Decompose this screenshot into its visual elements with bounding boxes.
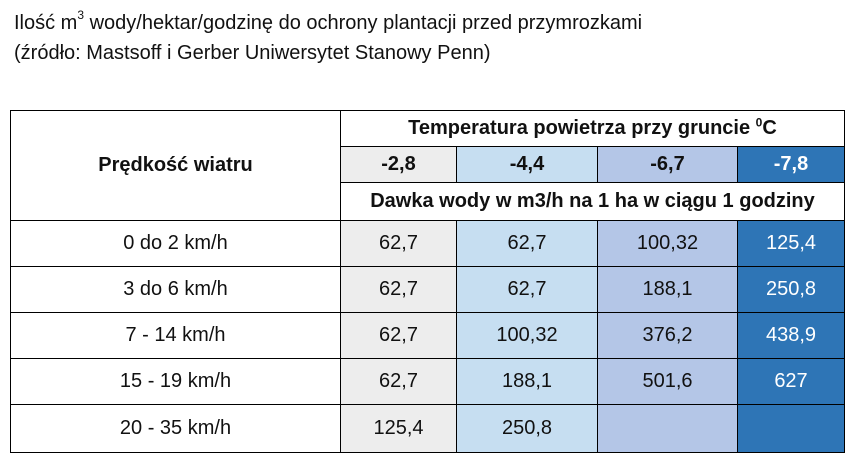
dose-cell: 62,7 (456, 220, 598, 267)
wind-speed-cell: 15 - 19 km/h (10, 358, 341, 405)
dose-cell: 250,8 (456, 404, 598, 453)
dose-cell: 100,32 (597, 220, 738, 267)
title-superscript: 3 (77, 8, 85, 23)
dose-cell: 627 (737, 358, 845, 405)
temperature-col-4: -7,8 (737, 146, 845, 183)
page-title: Ilość m3 wody/hektar/godzinę do ochrony … (14, 8, 642, 68)
table-row: 20 - 35 km/h 125,4 250,8 (10, 404, 845, 453)
dose-cell: 62,7 (340, 312, 457, 359)
dose-header: Dawka wody w m3/h na 1 ha w ciągu 1 godz… (340, 182, 845, 221)
title-line-2: (źródło: Mastsoff i Gerber Uniwersytet S… (14, 42, 491, 64)
dose-cell: 501,6 (597, 358, 738, 405)
dose-cell (737, 404, 845, 453)
dose-cell: 62,7 (340, 220, 457, 267)
dose-cell: 125,4 (737, 220, 845, 267)
wind-speed-header: Prędkość wiatru (10, 110, 341, 221)
wind-speed-cell: 7 - 14 km/h (10, 312, 341, 359)
dose-cell: 188,1 (456, 358, 598, 405)
dose-cell: 188,1 (597, 266, 738, 313)
dose-cell: 438,9 (737, 312, 845, 359)
table-row: 7 - 14 km/h 62,7 100,32 376,2 438,9 (10, 312, 845, 359)
dose-cell: 100,32 (456, 312, 598, 359)
title-line-1: Ilość m3 wody/hektar/godzinę do ochrony … (14, 8, 642, 38)
wind-speed-cell: 0 do 2 km/h (10, 220, 341, 267)
title-text-start: Ilość m (14, 12, 78, 34)
temperature-col-3: -6,7 (597, 146, 738, 183)
wind-speed-cell: 3 do 6 km/h (10, 266, 341, 313)
title-text-end: wody/hektar/godzinę do ochrony plantacji… (84, 12, 643, 34)
temperature-unit: C (762, 117, 777, 139)
dose-cell: 376,2 (597, 312, 738, 359)
dose-cell: 125,4 (340, 404, 457, 453)
table-row: 0 do 2 km/h 62,7 62,7 100,32 125,4 (10, 220, 845, 267)
table-row: 3 do 6 km/h 62,7 62,7 188,1 250,8 (10, 266, 845, 313)
dose-cell: 250,8 (737, 266, 845, 313)
temperature-col-1: -2,8 (340, 146, 457, 183)
wind-speed-cell: 20 - 35 km/h (10, 404, 341, 453)
dose-cell: 62,7 (340, 358, 457, 405)
dose-cell: 62,7 (340, 266, 457, 313)
dose-cell: 62,7 (456, 266, 598, 313)
dose-cell (597, 404, 738, 453)
temperature-header: Temperatura powietrza przy gruncie 0C (340, 110, 845, 147)
temperature-col-2: -4,4 (456, 146, 598, 183)
table-row: 15 - 19 km/h 62,7 188,1 501,6 627 (10, 358, 845, 405)
temperature-header-text: Temperatura powietrza przy gruncie (408, 117, 756, 139)
degree-superscript: 0 (755, 115, 763, 130)
frost-protection-table: Prędkość wiatru Temperatura powietrza pr… (10, 110, 845, 453)
